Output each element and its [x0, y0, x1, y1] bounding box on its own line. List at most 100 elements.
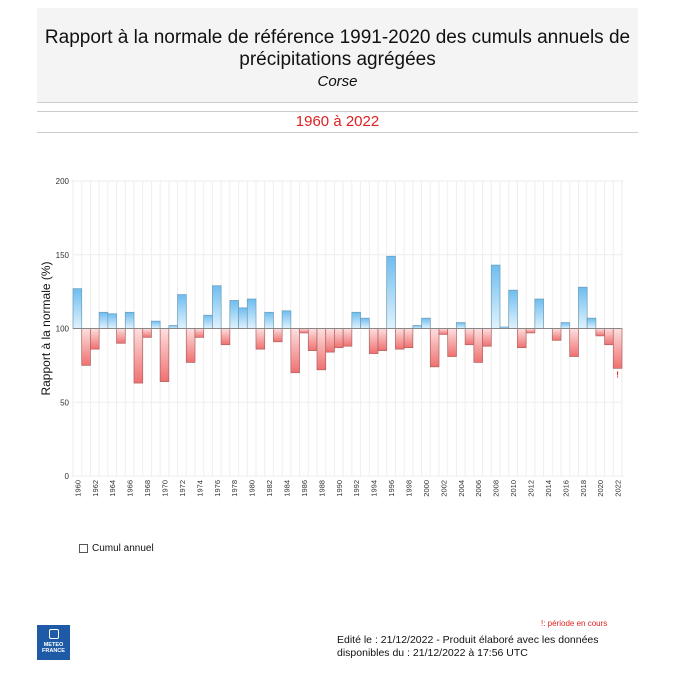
- bar-2018: [578, 286, 588, 329]
- x-tick-label: 1984: [283, 480, 292, 497]
- x-tick-label: 1976: [213, 480, 222, 497]
- bar-1975: [203, 314, 213, 329]
- bar-2016: [560, 322, 571, 329]
- y-tick-label: 50: [60, 398, 69, 407]
- bar-1998: [403, 328, 414, 349]
- x-tick-label: 2014: [544, 480, 553, 497]
- bar-2008: [490, 264, 501, 329]
- x-tick-label: 1962: [91, 480, 100, 497]
- x-tick-label: 1982: [265, 480, 274, 497]
- bar-2004: [456, 322, 466, 329]
- bar-1964: [107, 313, 117, 329]
- legend: Cumul annuel: [79, 543, 154, 554]
- x-tick-label: 1994: [370, 480, 379, 497]
- bar-2017: [569, 328, 579, 357]
- x-tick-label: 1992: [352, 480, 361, 497]
- bar-2000: [421, 317, 431, 329]
- bar-2012: [525, 328, 536, 334]
- x-tick-label: 1998: [405, 480, 414, 497]
- footer-line2: disponibles du : 21/12/2022 à 17:56 UTC: [337, 647, 528, 659]
- x-tick-label: 1966: [126, 480, 135, 497]
- bar-2015: [551, 328, 562, 341]
- bar-1983: [273, 328, 283, 343]
- bar-2022: [612, 328, 623, 369]
- bar-1995: [377, 328, 388, 351]
- x-tick-label: 1964: [108, 480, 117, 497]
- bar-2005: [464, 328, 475, 346]
- bar-2001: [429, 328, 440, 368]
- bar-1997: [395, 328, 405, 350]
- y-tick-label: 100: [56, 325, 70, 334]
- bar-2003: [447, 328, 457, 357]
- x-tick-label: 2020: [596, 480, 605, 497]
- legend-swatch: [79, 544, 88, 553]
- x-tick-label: 1978: [230, 480, 239, 497]
- y-tick-label: 0: [65, 472, 70, 481]
- bar-2007: [482, 328, 492, 347]
- bar-1984: [281, 310, 292, 329]
- bar-1996: [386, 255, 396, 329]
- chart-title: Rapport à la normale de référence 1991-2…: [44, 27, 631, 70]
- x-tick-label: 1988: [317, 480, 326, 497]
- chart-header: Rapport à la normale de référence 1991-2…: [37, 8, 638, 103]
- bar-1988: [316, 328, 327, 371]
- bar-1967: [133, 328, 144, 384]
- bar-1990: [334, 328, 344, 349]
- footer: Edité le : 21/12/2022 - Produit élaboré …: [337, 634, 599, 660]
- footer-line1: Edité le : 21/12/2022 - Produit élaboré …: [337, 634, 599, 646]
- bar-1973: [185, 328, 196, 363]
- chart-subtitle: Corse: [317, 73, 358, 90]
- bar-1992: [351, 311, 361, 329]
- bar-1989: [325, 328, 335, 353]
- bar-1982: [264, 311, 274, 329]
- bar-1991: [342, 328, 353, 347]
- x-tick-label: 2012: [527, 480, 536, 497]
- bar-2011: [517, 328, 527, 349]
- legend-label: Cumul annuel: [92, 543, 154, 554]
- bar-1981: [255, 328, 266, 350]
- x-tick-label: 2002: [439, 480, 448, 497]
- x-tick-label: 2016: [561, 480, 570, 497]
- bar-2006: [473, 328, 483, 363]
- x-tick-label: 1990: [335, 480, 344, 497]
- bar-2021: [604, 328, 614, 346]
- bar-1962: [90, 328, 100, 350]
- x-tick-label: 1970: [161, 480, 170, 497]
- bar-1978: [229, 300, 239, 329]
- in-progress-marker: !: [616, 370, 619, 379]
- x-tick-label: 1980: [248, 480, 257, 497]
- bar-1965: [116, 328, 126, 344]
- x-tick-label: 1972: [178, 480, 187, 497]
- y-tick-label: 150: [56, 251, 70, 260]
- bar-1968: [142, 328, 152, 338]
- in-progress-note: !: période en cours: [541, 619, 608, 628]
- bar-1972: [177, 294, 187, 329]
- bar-1970: [159, 328, 170, 382]
- bar-1987: [307, 328, 318, 351]
- bar-1974: [194, 328, 205, 338]
- bar-1986: [299, 328, 309, 334]
- x-tick-label: 2018: [579, 480, 588, 497]
- bar-1993: [360, 317, 370, 329]
- x-tick-label: 2022: [614, 480, 623, 497]
- x-tick-label: 1968: [143, 480, 152, 497]
- bar-1977: [220, 328, 231, 346]
- bar-2020: [595, 328, 605, 337]
- x-tick-label: 2010: [509, 480, 518, 497]
- bar-1961: [81, 328, 91, 366]
- x-tick-label: 1996: [387, 480, 396, 497]
- bar-1985: [290, 328, 300, 374]
- period-label: 1960 à 2022: [37, 111, 638, 133]
- bar-2010: [508, 289, 518, 329]
- y-axis-label: Rapport à la normale (%): [39, 261, 53, 395]
- bar-1979: [238, 307, 248, 329]
- x-tick-label: 2008: [492, 480, 501, 497]
- bar-1960: [72, 288, 83, 329]
- y-tick-label: 200: [56, 177, 70, 186]
- logo-mark-icon: [48, 629, 59, 639]
- x-tick-label: 2004: [457, 480, 466, 497]
- bar-1994: [368, 328, 379, 354]
- bar-1963: [98, 311, 109, 329]
- bar-2019: [586, 317, 597, 329]
